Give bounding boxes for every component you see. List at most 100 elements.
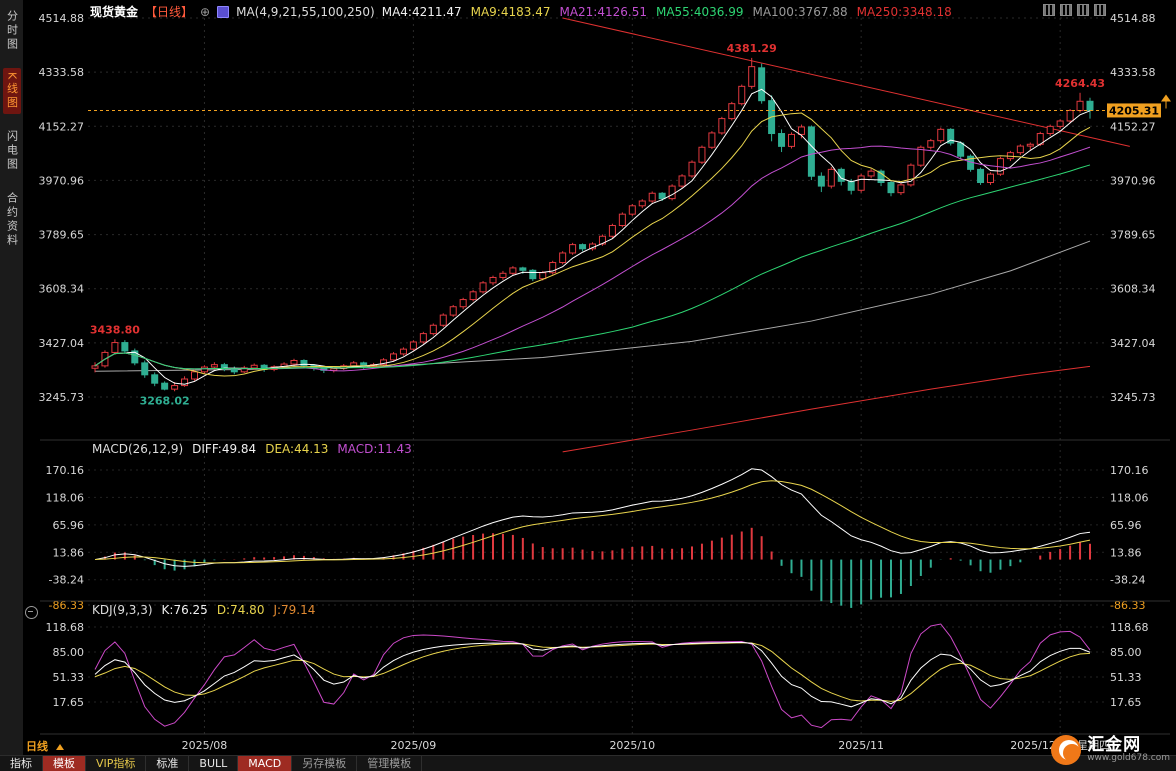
k-line bbox=[94, 641, 1091, 708]
candle-body bbox=[230, 368, 238, 373]
bottom-tab-5[interactable]: MACD bbox=[238, 756, 293, 771]
chart-header: 现货黄金 【日线】 ⊕ MA(4,9,21,55,100,250) MA4:42… bbox=[90, 3, 952, 20]
sidebar-item-0[interactable]: 分时图 bbox=[5, 10, 19, 52]
ma250-line bbox=[562, 365, 1091, 453]
layout-grid-icon-1[interactable] bbox=[1043, 4, 1055, 16]
candle-body bbox=[1016, 145, 1024, 154]
candle-body bbox=[907, 164, 915, 186]
site-logo[interactable]: 汇金网 www.gold678.com bbox=[1051, 735, 1170, 765]
candle-body bbox=[987, 173, 994, 184]
candle-body bbox=[360, 362, 368, 368]
price-chart-svg[interactable]: 4514.88 4514.88 4333.58 4333.58 4152.27 4152.… bbox=[0, 0, 1176, 755]
candle-body bbox=[628, 205, 636, 215]
ma-value-3: MA55:4036.99 bbox=[655, 4, 744, 19]
sidebar-item-1[interactable]: K线图 bbox=[2, 68, 21, 115]
bottom-tab-3[interactable]: 标准 bbox=[146, 756, 190, 771]
indicator-template-bar: 指标 模板 VIP指标 标准 BULL MACD 另存模板 管理模板 bbox=[0, 755, 1176, 771]
kdj-axis-label: 17.65 bbox=[53, 696, 85, 709]
candle-body bbox=[917, 146, 925, 166]
period-label[interactable]: 日线 bbox=[26, 739, 48, 753]
macd-axis-label: 13.86 bbox=[53, 546, 85, 559]
candle-body bbox=[499, 272, 507, 278]
candle-body bbox=[748, 66, 756, 87]
bottom-tab-7[interactable]: 管理模板 bbox=[357, 756, 423, 771]
ma-value-1: MA9:4183.47 bbox=[470, 4, 551, 19]
candle-body bbox=[489, 276, 497, 284]
candle-body bbox=[668, 185, 676, 200]
last-price-value: 4205.31 bbox=[1109, 104, 1159, 117]
candle-body bbox=[1076, 100, 1084, 112]
candle-body bbox=[559, 252, 567, 264]
candle-body bbox=[380, 359, 388, 366]
candle-body bbox=[877, 170, 885, 184]
kdj-axis-label: 85.00 bbox=[53, 646, 85, 659]
macd-pane[interactable] bbox=[94, 468, 1091, 608]
ma9-line bbox=[94, 112, 1091, 377]
candle-body bbox=[579, 244, 587, 250]
kdj-axis-label: 85.00 bbox=[1110, 646, 1142, 659]
ma55-line bbox=[94, 164, 1091, 370]
sidebar-item-2[interactable]: 闪电图 bbox=[5, 130, 19, 173]
layout-grid-icon-4[interactable] bbox=[1094, 4, 1106, 16]
candle-body bbox=[181, 378, 189, 387]
period-dropdown-icon[interactable] bbox=[56, 744, 64, 750]
macd-value: MACD:11.43 bbox=[337, 442, 412, 456]
ma-value-2: MA21:4126.51 bbox=[559, 4, 647, 19]
layout-grid-icon-2[interactable] bbox=[1060, 4, 1072, 16]
candle-body bbox=[648, 192, 656, 202]
price-annotation: 4381.29 bbox=[727, 42, 777, 55]
candle-body bbox=[171, 385, 179, 390]
candle-body bbox=[1086, 100, 1094, 111]
ma-value-5: MA250:3348.18 bbox=[856, 4, 952, 19]
candle-body bbox=[698, 146, 706, 163]
kdj-axis-label: 118.68 bbox=[1110, 621, 1149, 634]
bottom-tab-4[interactable]: BULL bbox=[189, 756, 239, 771]
candle-body bbox=[857, 175, 865, 191]
pane-collapse-icon[interactable] bbox=[25, 606, 38, 619]
descending-trendline[interactable] bbox=[562, 17, 1130, 147]
sidebar-item-3[interactable]: 合约资料 bbox=[5, 192, 19, 249]
kdj-title: KDJ(9,3,3) bbox=[92, 603, 153, 617]
candle-body bbox=[549, 262, 557, 274]
add-indicator-icon[interactable]: ⊕ bbox=[200, 4, 211, 19]
candle-body bbox=[161, 382, 169, 390]
macd-axis-label: 170.16 bbox=[46, 464, 85, 477]
candle-body bbox=[708, 132, 716, 148]
candles-layer[interactable] bbox=[91, 57, 1094, 392]
candle-body bbox=[449, 306, 457, 316]
y-axis-label: 3608.34 bbox=[39, 283, 85, 296]
y-axis-label: 3970.96 bbox=[1110, 174, 1156, 187]
macd-axis-label: -86.33 bbox=[1110, 599, 1145, 612]
kdj-axis-label: 17.65 bbox=[1110, 696, 1142, 709]
logo-site-url: www.gold678.com bbox=[1087, 753, 1170, 764]
y-axis-label: 3427.04 bbox=[1110, 337, 1156, 350]
candle-body bbox=[977, 168, 985, 184]
candle-body bbox=[937, 128, 945, 142]
kdj-pane[interactable] bbox=[94, 623, 1091, 729]
candle-body bbox=[618, 213, 626, 227]
candle-body bbox=[141, 362, 149, 376]
candle-body bbox=[210, 364, 218, 368]
ma-values: MA4:4211.47 MA9:4183.47 MA21:4126.51 MA55:4… bbox=[382, 5, 952, 19]
ma-settings-icon[interactable] bbox=[217, 5, 230, 18]
candle-body bbox=[121, 342, 129, 352]
candle-body bbox=[539, 272, 547, 280]
price-annotation: 4264.43 bbox=[1055, 77, 1105, 90]
y-axis-label: 4152.27 bbox=[39, 120, 85, 133]
macd-title: MACD(26,12,9) bbox=[92, 442, 184, 456]
macd-axis-label: 65.96 bbox=[53, 519, 85, 532]
candle-body bbox=[718, 118, 726, 134]
y-axis-label: 3608.34 bbox=[1110, 283, 1156, 296]
bottom-tab-6[interactable]: 另存模板 bbox=[292, 756, 358, 771]
last-price-tag bbox=[1107, 103, 1161, 118]
layout-grid-icon-3[interactable] bbox=[1077, 4, 1089, 16]
period-tag: 【日线】 bbox=[145, 5, 194, 19]
candle-body bbox=[519, 267, 527, 271]
chart-layout-switcher bbox=[1043, 4, 1106, 16]
bottom-tab-2[interactable]: VIP指标 bbox=[86, 756, 147, 771]
bottom-tab-1[interactable]: 模板 bbox=[43, 756, 86, 771]
y-axis-label: 3789.65 bbox=[1110, 229, 1156, 242]
y-axis-label: 3427.04 bbox=[39, 337, 85, 350]
bottom-tab-0[interactable]: 指标 bbox=[0, 756, 43, 771]
